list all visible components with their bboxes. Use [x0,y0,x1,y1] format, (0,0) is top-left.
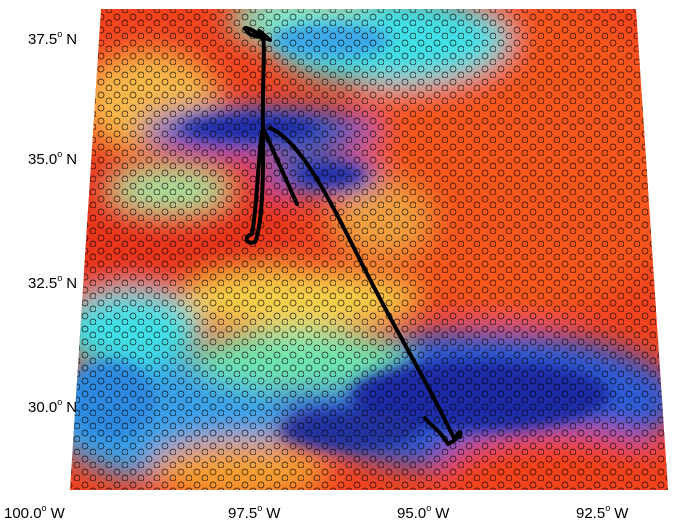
lon-label-95-0: 95.0o W [397,503,450,522]
lon-label-92-5: 92.5o W [576,503,629,522]
satellite-image [70,9,668,490]
flight-track [242,26,463,446]
lon-label-97-5: 97.5o W [228,503,281,522]
lat-label-37-5: 37.5o N [28,29,77,48]
lat-label-32-5: 32.5o N [28,273,77,292]
lat-label-30-0: 30.0o N [28,397,77,416]
lon-label-100-0: 100.0o W [4,503,66,522]
lat-tick-labels: 37.5o N 35.0o N 32.5o N 30.0o N [28,29,77,416]
lat-label-35-0: 35.0o N [28,149,77,168]
lon-tick-labels: 100.0o W 97.5o W 95.0o W 92.5o W [4,503,629,522]
